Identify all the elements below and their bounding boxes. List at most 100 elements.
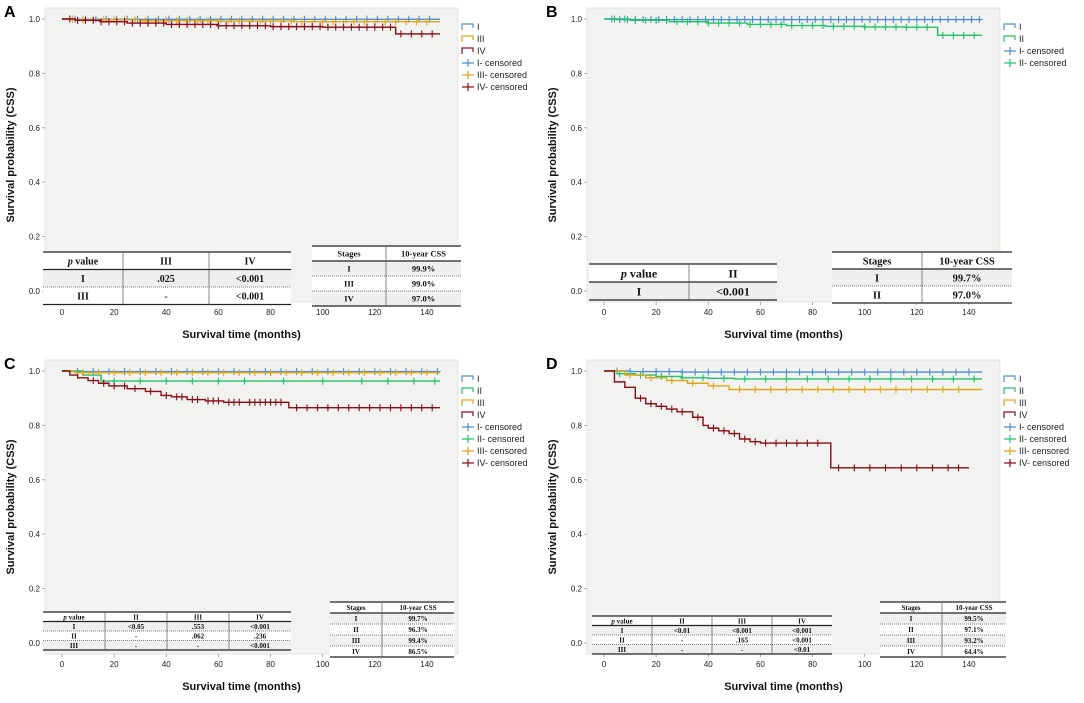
x-tick-label: 0 (60, 308, 65, 317)
censor-mark (901, 368, 907, 376)
censor-mark (247, 398, 253, 406)
censor-mark (961, 16, 967, 24)
censor-mark (294, 368, 300, 376)
censor-mark (335, 404, 341, 412)
censor-mark (903, 23, 909, 31)
censor-mark (695, 18, 701, 26)
x-tick-label: 20 (110, 308, 119, 317)
censor-mark (153, 19, 159, 27)
censor-mark (67, 15, 73, 23)
censor-mark (257, 17, 263, 25)
legend-label: III (477, 34, 485, 44)
censor-mark (247, 368, 253, 376)
legend-label: IV- censored (477, 82, 528, 92)
legend-line-symbol (1003, 399, 1016, 406)
x-tick-label: 100 (316, 660, 330, 669)
legend-line-symbol (461, 23, 474, 30)
censor-mark (231, 22, 237, 30)
censor-mark (851, 16, 857, 24)
censor-mark (773, 439, 779, 447)
table-cell: <0.001 (716, 284, 750, 298)
y-tick-label: 0.6 (29, 124, 41, 133)
table-cell: <0.001 (250, 642, 270, 650)
censor-mark (742, 435, 748, 443)
table-cell: 64.4% (964, 648, 983, 656)
censor-mark (262, 22, 268, 30)
censor-mark (716, 19, 722, 27)
table-cell: 99.5% (964, 615, 983, 623)
table-header-cell: p value (67, 256, 99, 267)
legend-label: I (1019, 374, 1022, 384)
y-tick-label: 1.0 (29, 15, 41, 24)
censor-mark (783, 368, 789, 376)
panel-c: C 0.0 0.2 0.4 0.6 0.8 1.0 0 20 40 60 80 100 120 140 Sur… (0, 352, 542, 703)
x-tick-label: 40 (704, 308, 713, 317)
p-value-table: p valueIIIIIIII<0.05--III.553.062-IV<0.0… (43, 611, 291, 651)
censor-mark (937, 16, 943, 24)
censor-mark (648, 374, 654, 382)
censor-mark (679, 408, 685, 416)
x-tick-label: 80 (266, 660, 275, 669)
censor-mark (883, 16, 889, 24)
table-cell: III (907, 637, 915, 645)
censor-mark (252, 369, 258, 377)
censor-mark (163, 377, 169, 385)
censor-mark (236, 17, 242, 25)
censor-mark (166, 15, 172, 23)
y-axis-title: Survival probability (CSS) (5, 439, 17, 574)
censor-mark (325, 404, 331, 412)
censor-mark (836, 16, 842, 24)
censor-mark (924, 23, 930, 31)
censor-mark (929, 16, 935, 24)
censor-mark (200, 20, 206, 28)
censor-mark (90, 368, 96, 376)
censor-mark (757, 20, 763, 28)
censor-mark (176, 20, 182, 28)
table-cell: <0.01 (794, 646, 811, 654)
censor-mark (666, 368, 672, 376)
panel-d: D 0.0 0.2 0.4 0.6 0.8 1.0 0 20 40 60 80 100 120 140 Sur… (542, 352, 1084, 703)
censor-mark (137, 368, 143, 376)
censor-mark (669, 377, 675, 385)
censor-mark (815, 439, 821, 447)
censor-mark (799, 385, 805, 393)
censor-mark (189, 369, 195, 377)
censor-mark (742, 375, 748, 383)
censor-mark (658, 402, 664, 410)
censor-mark (122, 18, 128, 26)
censor-mark (325, 368, 331, 376)
table-row-shade (589, 282, 777, 300)
censor-mark (346, 404, 352, 412)
x-tick-label: 0 (60, 660, 65, 669)
censor-mark (80, 369, 86, 377)
censor-mark (241, 377, 247, 385)
censor-mark (750, 16, 756, 24)
censor-mark (90, 16, 96, 24)
censor-mark (804, 16, 810, 24)
censor-mark (752, 438, 758, 446)
y-axis-title: Survival probability (CSS) (5, 87, 17, 222)
table-header-cell: III (194, 613, 202, 621)
panel-letter: D (546, 356, 558, 373)
y-tick-label: 0.4 (29, 178, 41, 187)
legend-label: II (477, 386, 482, 396)
censor-mark (414, 18, 420, 26)
x-tick-label: 60 (214, 660, 223, 669)
censor-mark (961, 31, 967, 39)
table-cell: - (681, 646, 684, 654)
censor-mark (690, 379, 696, 387)
censor-mark (851, 22, 857, 30)
censor-mark (898, 464, 904, 472)
censor-mark (314, 404, 320, 412)
y-tick-label: 0.0 (571, 287, 583, 296)
censor-mark (843, 16, 849, 24)
table-header-cell: III (738, 617, 746, 625)
table-cell: <0.05 (128, 623, 145, 631)
km-chart-c: C 0.0 0.2 0.4 0.6 0.8 1.0 0 20 40 60 80 100 120 140 Sur… (4, 356, 528, 693)
table-cell: .062 (192, 632, 205, 640)
table-header-cell: Stages (337, 249, 361, 259)
censor-mark (966, 368, 972, 376)
censor-mark (236, 398, 242, 406)
table-cell: - (197, 642, 200, 650)
